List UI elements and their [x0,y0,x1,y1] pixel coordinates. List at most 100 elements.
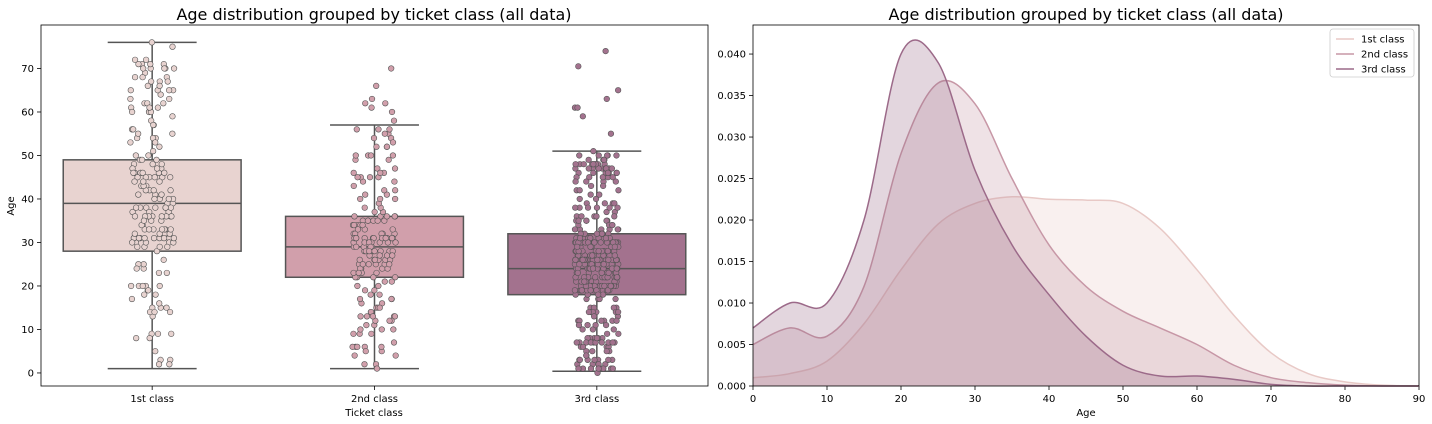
strip-point [388,65,395,72]
x-tick-label: 2nd class [351,394,398,405]
strip-point [587,182,595,190]
strip-point [590,169,597,176]
strip-point [357,313,364,320]
strip-point [166,361,173,368]
strip-point [576,261,583,268]
strip-point [603,95,610,103]
strip-point [576,187,583,194]
strip-point [378,326,385,333]
strip-point [376,252,383,259]
strip-point [583,178,590,185]
strip-point [135,61,142,68]
strip-point [576,356,583,364]
x-tick-label: 0 [750,394,756,405]
strip-point [128,108,136,116]
strip-point [389,139,397,146]
strip-point [162,204,169,211]
strip-point [597,239,604,246]
boxplot-title: Age distribution grouped by ticket class… [176,5,571,24]
boxplot-xlabel: Ticket class [344,408,403,419]
strip-point [604,287,612,294]
strip-point [132,204,140,211]
density-line-2 [752,79,1420,387]
boxplot-frame [40,24,709,387]
strip-point [612,178,619,185]
y-tick-label: 50 [21,151,34,162]
strip-point [143,204,150,211]
strip-point [127,282,135,290]
strip-point [389,226,396,233]
strip-point [160,256,167,263]
strip-point [158,191,165,198]
y-tick-label: 0.010 [717,299,746,310]
strip-point [133,265,140,272]
strip-point [585,165,592,172]
strip-point [592,274,599,281]
strip-point [592,195,600,203]
strip-point [150,187,157,194]
strip-point [367,291,374,298]
strip-point [353,235,360,242]
strip-point [138,156,146,163]
strip-point [613,152,620,159]
strip-point [139,74,146,81]
strip-point [375,126,382,133]
strip-point [367,152,375,159]
y-tick-label: 40 [21,194,34,205]
strip-point [140,65,147,72]
strip-point [167,187,174,194]
strip-point [158,161,165,168]
strip-point [127,139,134,146]
strip-point [606,204,613,211]
strip-point [613,169,620,176]
y-tick-label: 0.030 [717,133,746,144]
strip-point [599,174,606,181]
strip-point [575,63,582,70]
density-frame [752,24,1420,387]
density-plot-area: 0.000 0.005 0.010 0.015 0.020 0.025 0.030 0.035… [717,39,1425,405]
strip-point [580,161,587,168]
strip-point [612,295,619,303]
strip-point [576,152,583,159]
strip-point [601,200,608,207]
strip-point [390,326,397,333]
strip-point [585,308,593,316]
strip-point [160,100,167,107]
strip-point [609,339,616,346]
strip-point [574,243,581,250]
strip-point [135,191,142,198]
strip-point [154,330,162,337]
x-tick-label: 10 [821,394,834,405]
strip-point [602,322,610,329]
strip-point [609,221,616,229]
strip-point [167,204,174,211]
strip-point [374,217,381,224]
strip-point [593,204,601,211]
strip-point [362,348,369,355]
strip-point [388,108,396,116]
strip-point [572,204,579,211]
strip-point [609,174,616,181]
strip-point [167,174,174,181]
strip-point [364,217,372,224]
strip-point [166,308,174,316]
strip-point [386,317,393,324]
boxplot-ylabel: Age [6,196,17,215]
strip-point [351,352,358,359]
strip-point [153,156,160,163]
strip-point [354,174,361,181]
strip-point [361,361,368,368]
strip-point [156,82,163,89]
strip-point [362,100,369,107]
strip-point [593,335,601,342]
strip-point [583,217,590,224]
strip-point [128,295,136,303]
strip-point [366,248,373,255]
strip-point [153,165,161,172]
strip-point [371,208,378,216]
strip-point [595,365,602,372]
strip-point [388,295,395,303]
strip-point [133,335,140,342]
strip-point [350,221,358,229]
y-tick-label: 20 [21,281,34,292]
